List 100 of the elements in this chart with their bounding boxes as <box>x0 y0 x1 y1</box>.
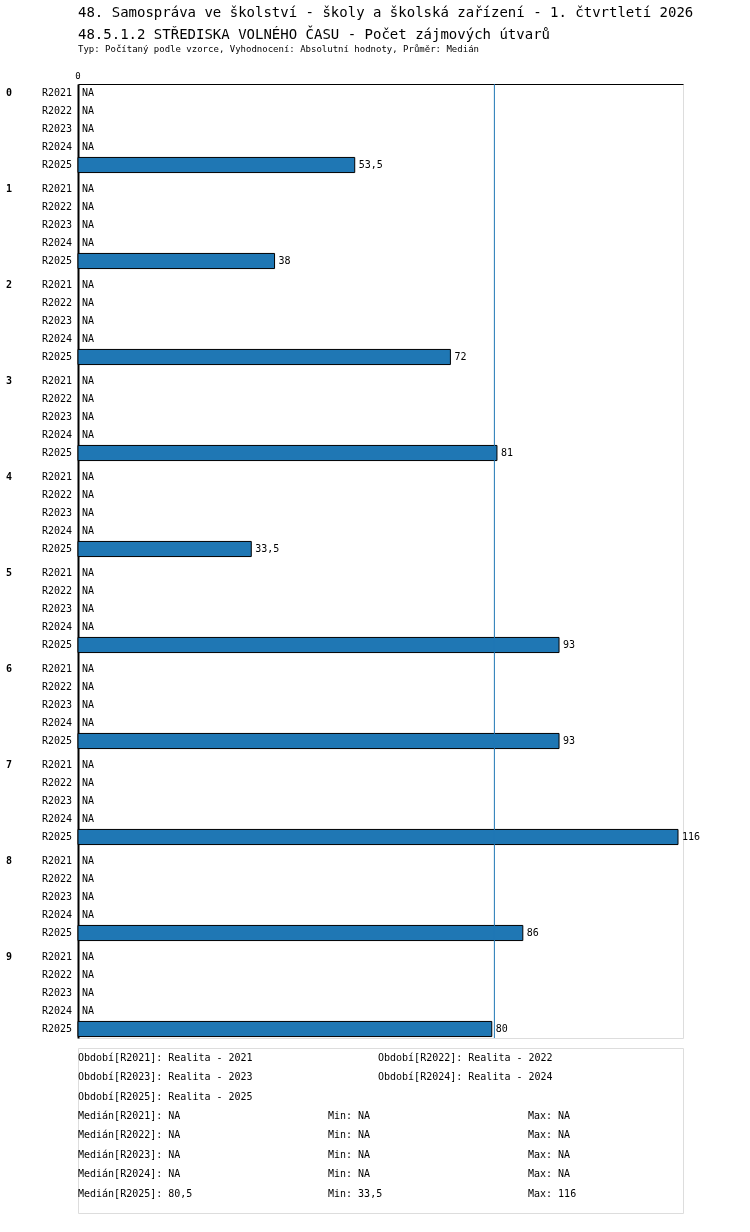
y-tick-label: R2023 <box>41 987 72 998</box>
y-tick-label: R2021 <box>41 279 72 290</box>
chart-title: 48. Samospráva ve školství - školy a školská zařízení - 1. čtvrtletí 2026 <box>78 3 694 20</box>
y-tick-label: R2021 <box>41 375 72 386</box>
text: NA <box>82 813 95 824</box>
text: NA <box>82 375 95 386</box>
y-tick-label: R2024 <box>41 717 72 728</box>
text: Medián[R2024]: NA <box>78 1168 181 1180</box>
text: 1 <box>6 183 13 194</box>
text: NA <box>82 603 95 614</box>
text: Typ: Počítaný podle vzorce, Vyhodnocení: Absolutní hodnoty, Průměr: Medián <box>78 43 479 54</box>
y-tick-label: R2022 <box>41 777 72 788</box>
text: NA <box>82 873 95 884</box>
text: Období[R2022]: Realita - 2022 <box>378 1051 553 1063</box>
y-tick-label: R2025 <box>41 543 72 554</box>
y-tick-label: R2025 <box>41 927 72 938</box>
text: NA <box>82 777 95 788</box>
text: NA <box>82 429 95 440</box>
y-tick-label: R2024 <box>41 1005 72 1016</box>
y-tick-label: R2025 <box>41 447 72 458</box>
y-tick-label: R2022 <box>41 297 72 308</box>
y-tick-label: R2024 <box>41 909 72 920</box>
chart-subtitle: 48.5.1.2 STŘEDISKA VOLNÉHO ČASU - Počet zájmových útvarů <box>78 24 551 42</box>
y-tick-label: R2022 <box>41 681 72 692</box>
y-tick-label: R2025 <box>41 735 72 746</box>
text: Min: 33,5 <box>328 1187 383 1199</box>
text: NA <box>82 525 95 536</box>
text: NA <box>82 969 95 980</box>
text: NA <box>82 663 95 674</box>
text: 2 <box>6 279 13 290</box>
text: 8 <box>6 855 13 866</box>
data-label: 116 <box>682 831 701 842</box>
text: NA <box>82 891 95 902</box>
y-tick-label: R2025 <box>41 831 72 842</box>
text: Období[R2021]: Realita - 2021 <box>78 1051 253 1063</box>
y-tick-label: R2021 <box>41 87 72 98</box>
text: Max: NA <box>528 1129 571 1141</box>
text: NA <box>82 621 95 632</box>
y-tick-label: R2021 <box>41 951 72 962</box>
text: NA <box>82 105 95 116</box>
text: NA <box>82 87 95 98</box>
text: Min: NA <box>328 1109 371 1121</box>
text: Medián[R2022]: NA <box>78 1129 181 1141</box>
text: NA <box>82 393 95 404</box>
text: Medián[R2021]: NA <box>78 1109 181 1121</box>
text: NA <box>82 201 95 212</box>
text: 5 <box>6 567 13 578</box>
text: 0 <box>6 87 13 98</box>
text: 3 <box>6 375 13 386</box>
text: NA <box>82 987 95 998</box>
data-label: 38 <box>278 255 291 266</box>
text: Období[R2025]: Realita - 2025 <box>78 1090 253 1102</box>
text: NA <box>82 681 95 692</box>
text: Období[R2024]: Realita - 2024 <box>378 1071 553 1083</box>
y-tick-label: R2023 <box>41 315 72 326</box>
text: NA <box>82 507 95 518</box>
text: 9 <box>6 951 13 962</box>
text: Min: NA <box>328 1168 371 1180</box>
text: Max: NA <box>528 1168 571 1180</box>
y-tick-label: R2021 <box>41 567 72 578</box>
y-tick-label: R2025 <box>41 255 72 266</box>
data-label: 93 <box>563 639 576 650</box>
y-tick-label: R2023 <box>41 603 72 614</box>
text: NA <box>82 123 95 134</box>
y-tick-label: R2022 <box>41 969 72 980</box>
y-tick-label: R2023 <box>41 123 72 134</box>
y-tick-label: R2021 <box>41 663 72 674</box>
text: NA <box>82 471 95 482</box>
y-tick-label: R2022 <box>41 585 72 596</box>
y-tick-label: R2021 <box>41 183 72 194</box>
y-tick-label: R2021 <box>41 759 72 770</box>
y-tick-label: R2022 <box>41 873 72 884</box>
text: NA <box>82 951 95 962</box>
text: Max: 116 <box>528 1187 577 1199</box>
text: NA <box>82 141 95 152</box>
text: NA <box>82 297 95 308</box>
text: Min: NA <box>328 1148 371 1160</box>
y-tick-label: R2024 <box>41 621 72 632</box>
text: NA <box>82 219 95 230</box>
data-label: 72 <box>454 351 467 362</box>
text: NA <box>82 237 95 248</box>
text: NA <box>82 759 95 770</box>
y-tick-label: R2023 <box>41 219 72 230</box>
y-tick-label: R2023 <box>41 795 72 806</box>
y-tick-label: R2025 <box>41 159 72 170</box>
y-tick-label: R2023 <box>41 699 72 710</box>
text: Období[R2023]: Realita - 2023 <box>78 1071 253 1083</box>
text: NA <box>82 489 95 500</box>
y-tick-label: R2023 <box>41 411 72 422</box>
y-tick-label: R2024 <box>41 813 72 824</box>
data-label: 86 <box>526 927 539 938</box>
y-tick-label: R2021 <box>41 471 72 482</box>
text: NA <box>82 315 95 326</box>
text: Medián[R2023]: NA <box>78 1148 181 1160</box>
y-tick-label: R2024 <box>41 333 72 344</box>
text: NA <box>82 855 95 866</box>
text: NA <box>82 567 95 578</box>
text: 4 <box>6 471 13 482</box>
text: Min: NA <box>328 1129 371 1141</box>
y-tick-label: R2024 <box>41 141 72 152</box>
